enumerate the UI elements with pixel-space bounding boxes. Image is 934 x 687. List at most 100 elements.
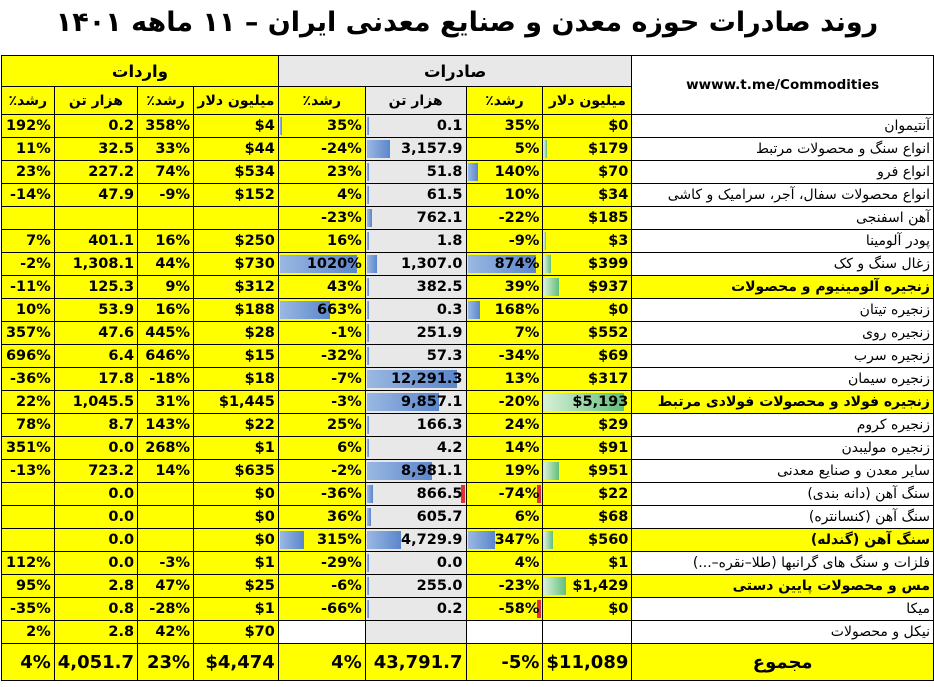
cell-value: 143% (145, 417, 191, 433)
cell-ex-g1: 39% (465, 275, 544, 299)
cell-value: 42% (155, 624, 191, 640)
source-link[interactable]: wwww.t.me/Commodities (631, 55, 934, 115)
cell-value: 192% (5, 118, 51, 134)
data-bar (366, 301, 369, 319)
cell-name: سنگ آهن (کنسانتره) (631, 505, 934, 529)
cell-ex-g2: -24% (277, 137, 366, 161)
row-label: نیکل و محصولات (830, 624, 930, 640)
data-bar (544, 531, 554, 549)
row-label: زغال سنگ و کک (833, 256, 930, 272)
cell-ex-g1: 10% (465, 183, 544, 207)
cell-im-g1 (137, 206, 195, 230)
cell-value: 51.8 (426, 164, 463, 180)
cell-ex-ton: 9,857.1 (364, 390, 467, 414)
cell-im-usd: $15 (193, 344, 279, 368)
cell-im-ton: 53.9 (53, 298, 139, 322)
cell-value: $560 (588, 532, 629, 548)
col-ex-growth1: رشد٪ (465, 86, 544, 115)
cell-value: 6.4 (108, 348, 135, 364)
cell-im-usd: $250 (193, 229, 279, 253)
cell-value: 445% (145, 325, 191, 341)
cell-name: میکا (631, 597, 934, 621)
cell-value: 44% (155, 256, 191, 272)
cell-value: -23% (498, 578, 540, 594)
cell-name: آنتیموان (631, 114, 934, 138)
cell-ex-g2: 16% (277, 229, 366, 253)
cell-value: 25% (327, 417, 362, 433)
cell-im-ton: 0.0 (53, 482, 139, 506)
cell-value: 19% (504, 463, 540, 479)
cell-value: 1020% (306, 256, 362, 272)
cell-ex-g1: -22% (465, 206, 544, 230)
row-label: آهن اسفنجی (855, 210, 930, 226)
cell-im-usd: $70 (193, 620, 279, 644)
cell-im-g1: 14% (137, 459, 195, 483)
cell-value: 315% (316, 532, 362, 548)
data-bar (467, 163, 479, 181)
cell-im-ton: 17.8 (53, 367, 139, 391)
table-row: 22% 1,045.5 31% $1,445 -3% 9,857.1 -20% $5,193 ز… (1, 390, 934, 414)
cell-im-g1: 16% (137, 298, 195, 322)
cell-value: 351% (5, 440, 51, 456)
cell-value: -20% (498, 394, 540, 410)
cell-value: 227.2 (88, 164, 135, 180)
cell-value: $1,429 (572, 578, 629, 594)
cell-ex-usd: $1,429 (542, 574, 633, 598)
cell-im-usd: $18 (193, 367, 279, 391)
total-ex-g2: 4% (277, 643, 366, 681)
data-bar (366, 278, 370, 296)
cell-im-g2 (1, 482, 55, 506)
table-row: -35% 0.8 -28% $1 -66% 0.2 -58% $0 میکا (1, 597, 934, 621)
cell-value: $69 (598, 348, 629, 364)
data-bar (366, 209, 373, 227)
cell-value: 168% (494, 302, 540, 318)
cell-im-usd: $1,445 (193, 390, 279, 414)
cell-value: 1,045.5 (72, 394, 135, 410)
total-im-usd: $4,474 (193, 643, 279, 681)
cell-ex-ton (364, 620, 467, 644)
cell-im-usd: $25 (193, 574, 279, 598)
cell-value: 762.1 (416, 210, 463, 226)
cell-value: $0 (254, 486, 275, 502)
cell-im-usd: $730 (193, 252, 279, 276)
cell-ex-g1: 347% (465, 528, 544, 552)
cell-name: فلزات و سنگ های گرانبها (طلا–نقره–...) (631, 551, 934, 575)
table-row: 10% 53.9 16% $188 663% 0.3 168% $0 زنجیره تیتان (1, 298, 934, 322)
data-bar (366, 255, 377, 273)
cell-value: 0.0 (108, 555, 135, 571)
row-label: زنجیره فولاد و محصولات فولادی مرتبط (657, 394, 930, 410)
cell-value: 3,157.9 (401, 141, 463, 157)
cell-name: سنگ آهن (گندله) (631, 528, 934, 552)
cell-value: 9% (165, 279, 191, 295)
cell-value: 23% (327, 164, 362, 180)
cell-im-g2: 7% (1, 229, 55, 253)
cell-im-usd: $22 (193, 413, 279, 437)
data-bar (366, 416, 369, 434)
row-label: انواع سنگ و محصولات مرتبط (755, 141, 930, 157)
cell-value: 47.9 (98, 187, 135, 203)
cell-value: 4% (514, 555, 540, 571)
cell-im-g1: 646% (137, 344, 195, 368)
cell-im-g2: 11% (1, 137, 55, 161)
cell-ex-usd: $560 (542, 528, 633, 552)
cell-im-ton: 2.8 (53, 574, 139, 598)
cell-value: 17.8 (98, 371, 135, 387)
cell-value: 16% (327, 233, 362, 249)
cell-im-ton: 0.0 (53, 436, 139, 460)
cell-name: انواع فرو (631, 160, 934, 184)
cell-ex-ton: 12,291.3 (364, 367, 467, 391)
total-row: 4% 4,051.7 23% $4,474 4% 43,791.7 -5% $11,089 مج… (1, 643, 934, 681)
cell-value: 57.3 (426, 348, 463, 364)
cell-ex-g1: -9% (465, 229, 544, 253)
table-row: 351% 0.0 268% $1 6% 4.2 14% $91 زنجیره مولیبدن (1, 436, 934, 460)
cell-ex-ton: 61.5 (364, 183, 467, 207)
cell-im-usd: $152 (193, 183, 279, 207)
cell-ex-ton: 0.0 (364, 551, 467, 575)
cell-im-g1: 9% (137, 275, 195, 299)
cell-ex-usd: $0 (542, 298, 633, 322)
cell-value: $552 (588, 325, 629, 341)
col-im-kton: هزار تن (53, 86, 139, 115)
row-label: انواع محصولات سفال، آجر، سرامیک و کاشی (667, 187, 930, 203)
col-ex-kton: هزار تن (364, 86, 467, 115)
cell-value: -14% (10, 187, 51, 203)
